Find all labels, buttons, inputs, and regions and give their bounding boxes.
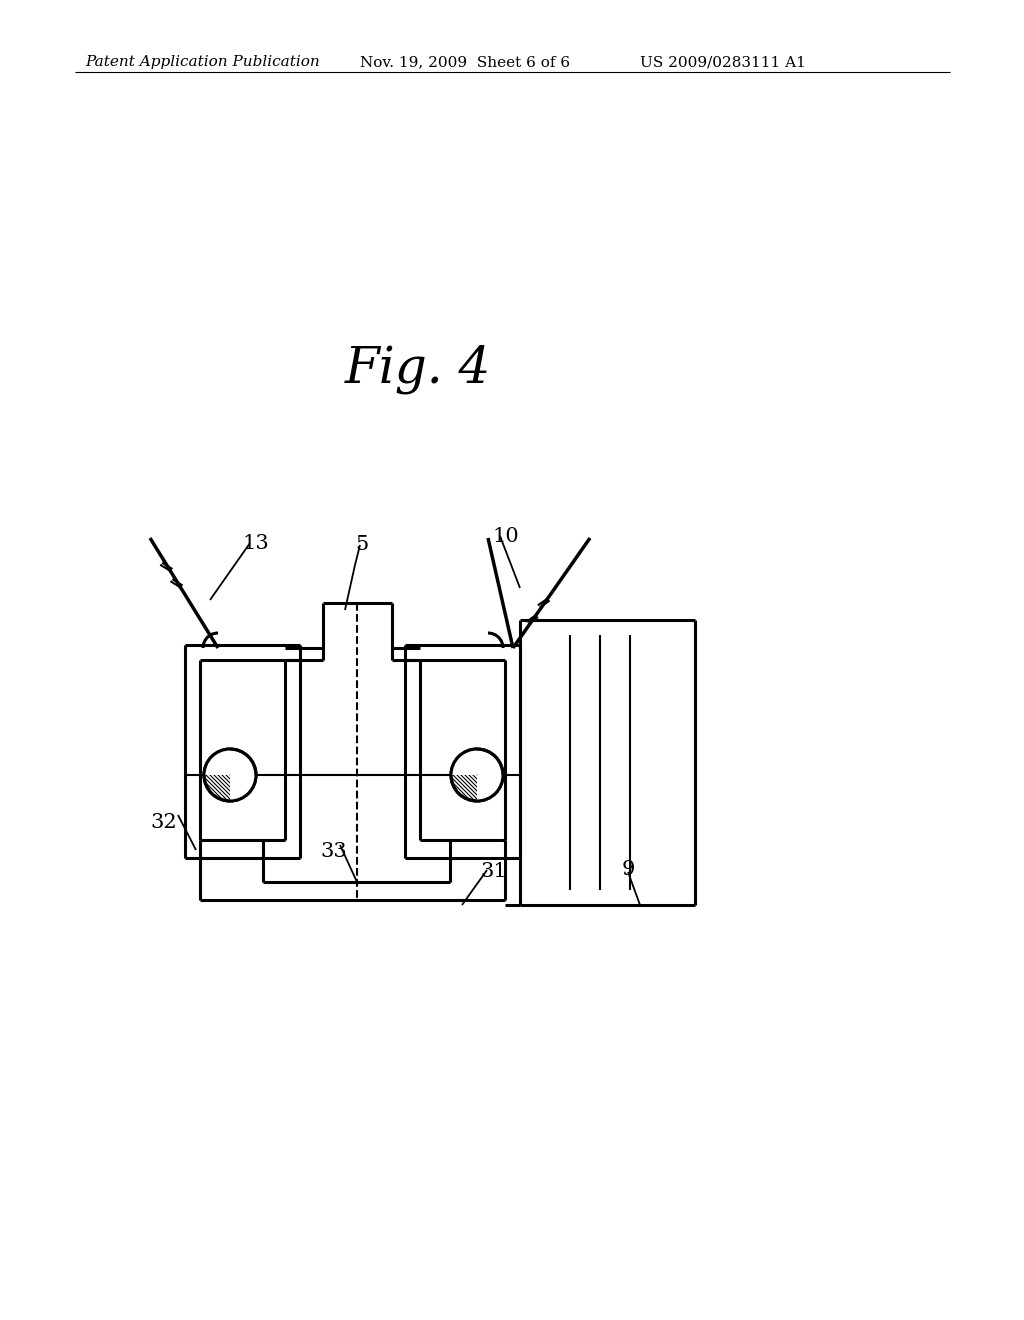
Circle shape [204, 748, 256, 801]
Wedge shape [230, 775, 256, 801]
Text: Fig. 4: Fig. 4 [345, 345, 492, 395]
Text: Nov. 19, 2009  Sheet 6 of 6: Nov. 19, 2009 Sheet 6 of 6 [360, 55, 570, 69]
Text: 33: 33 [319, 842, 347, 861]
Text: 9: 9 [622, 861, 635, 879]
Text: Patent Application Publication: Patent Application Publication [85, 55, 319, 69]
Text: 31: 31 [480, 862, 507, 880]
Text: 32: 32 [150, 813, 176, 832]
Circle shape [451, 748, 503, 801]
Text: 13: 13 [242, 535, 268, 553]
Text: US 2009/0283111 A1: US 2009/0283111 A1 [640, 55, 806, 69]
Text: 5: 5 [355, 535, 369, 554]
Wedge shape [451, 748, 477, 775]
Wedge shape [204, 748, 230, 775]
Wedge shape [477, 775, 503, 801]
Text: 10: 10 [492, 527, 519, 546]
